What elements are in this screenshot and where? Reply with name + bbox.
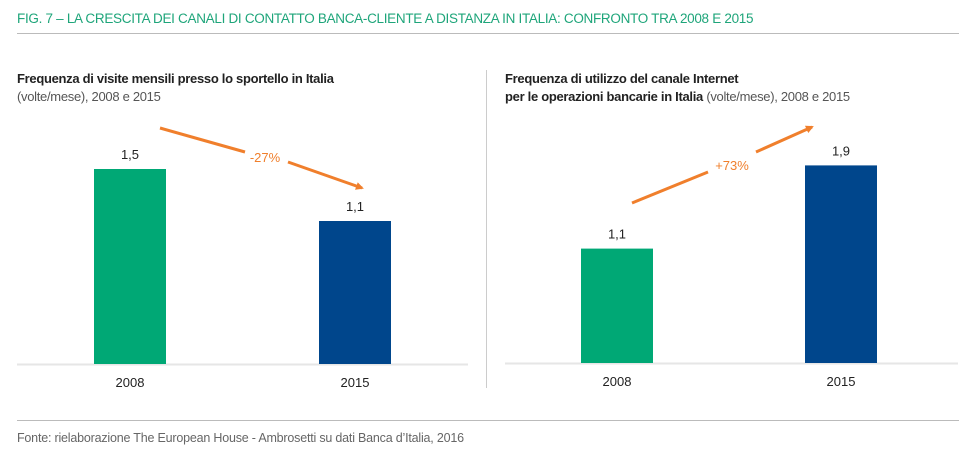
left-title-unit: (volte/mese), 2008 e 2015 bbox=[17, 89, 161, 104]
bar-2008 bbox=[94, 169, 166, 364]
bar-2015 bbox=[319, 221, 391, 364]
chart-separator bbox=[486, 70, 487, 388]
data-label: 1,9 bbox=[832, 143, 850, 158]
left-chart-title: Frequenza di visite mensili presso lo sp… bbox=[17, 70, 334, 106]
bar-2008 bbox=[581, 248, 653, 363]
footer-divider bbox=[17, 420, 959, 421]
change-annotation: -27% bbox=[250, 150, 281, 165]
right-title-unit: (volte/mese), 2008 e 2015 bbox=[706, 89, 850, 104]
change-annotation: +73% bbox=[715, 158, 749, 173]
arrow-segment bbox=[159, 126, 246, 154]
right-title-bold-2: per le operazioni bancarie in Italia bbox=[505, 89, 703, 104]
data-label: 1,1 bbox=[346, 199, 364, 214]
data-label: 1,1 bbox=[608, 227, 626, 242]
arrow-head-segment bbox=[287, 160, 364, 190]
arrow-head-segment bbox=[755, 125, 814, 154]
arrow-segment bbox=[631, 170, 709, 205]
left-title-bold: Frequenza di visite mensili presso lo sp… bbox=[17, 71, 334, 86]
title-divider bbox=[17, 33, 959, 34]
figure-title: FIG. 7 – LA CRESCITA DEI CANALI DI CONTA… bbox=[17, 11, 754, 26]
tick-label-2015: 2015 bbox=[341, 375, 370, 390]
bar-2015 bbox=[805, 165, 877, 363]
tick-label-2008: 2008 bbox=[603, 374, 632, 389]
tick-label-2015: 2015 bbox=[827, 374, 856, 389]
source-note: Fonte: rielaborazione The European House… bbox=[17, 431, 464, 445]
right-title-bold-1: Frequenza di utilizzo del canale Interne… bbox=[505, 71, 739, 86]
data-label: 1,5 bbox=[121, 147, 139, 162]
right-chart-title: Frequenza di utilizzo del canale Interne… bbox=[505, 70, 850, 106]
tick-label-2008: 2008 bbox=[116, 375, 145, 390]
